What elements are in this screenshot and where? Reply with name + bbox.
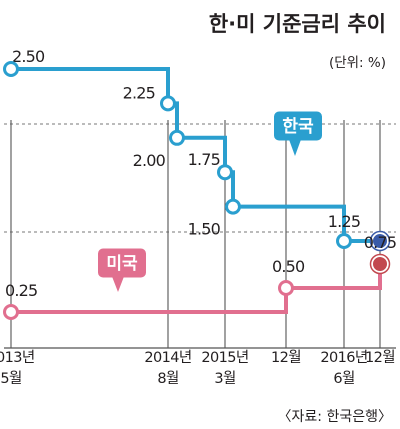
korea-value-label: 1.75 [188,150,220,169]
us-legend-bubble [98,248,146,278]
us-legend-pointer [112,276,124,292]
korea-marker [169,129,185,146]
korea-marker [225,198,241,215]
korea-value-label: 1.25 [328,212,360,231]
korea-marker [336,233,352,249]
source-label: 〈자료: 한국은행〉 [278,409,392,425]
us-end-ring [369,253,391,275]
korea-value-label: 2.25 [123,83,155,102]
us-marker [3,304,19,320]
korea-end-ring [369,230,391,252]
korea-value-label: 2.50 [12,47,45,66]
x-tick-label: 5월 [0,370,21,387]
chart-title: 한·미 기준금리 추이 [209,12,386,36]
x-tick-label: 12월 [365,349,395,366]
us-rate-line [11,264,382,314]
korea-value-label: 1.50 [188,220,221,239]
unit-label: (단위: %) [329,55,386,71]
x-tick-label: 6월 [333,370,354,387]
us-value-label: 0.75 [364,233,396,252]
x-tick-label: 2016년 [320,349,367,366]
korea-marker [160,95,176,112]
us-value-label: 0.25 [5,281,37,300]
x-tick-label: 2013년 [0,349,35,366]
korea-value-label: 2.00 [133,151,166,170]
x-tick-label: 3월 [214,370,235,387]
korea-legend-bubble [274,111,322,141]
korea-marker [217,164,233,181]
x-tick-label: 8월 [157,370,178,387]
us-marker [278,280,294,296]
korea-end-marker [371,232,389,250]
x-tick-label: 2014년 [144,349,191,366]
korea-legend-pointer [289,139,301,156]
us-end-marker [371,255,389,273]
plot-area: 2.50 2.25 2.00 1.75 1.50 1.25 0.25 0.50 0.75 한국미국… [0,47,397,387]
us-value-label: 0.50 [272,257,305,276]
x-tick-label: 2015년 [201,349,248,366]
korea-legend-name: 한국 [282,117,314,137]
korea-marker [3,61,19,77]
x-tick-label: 12월 [271,349,301,366]
us-legend-name: 미국 [106,254,138,274]
